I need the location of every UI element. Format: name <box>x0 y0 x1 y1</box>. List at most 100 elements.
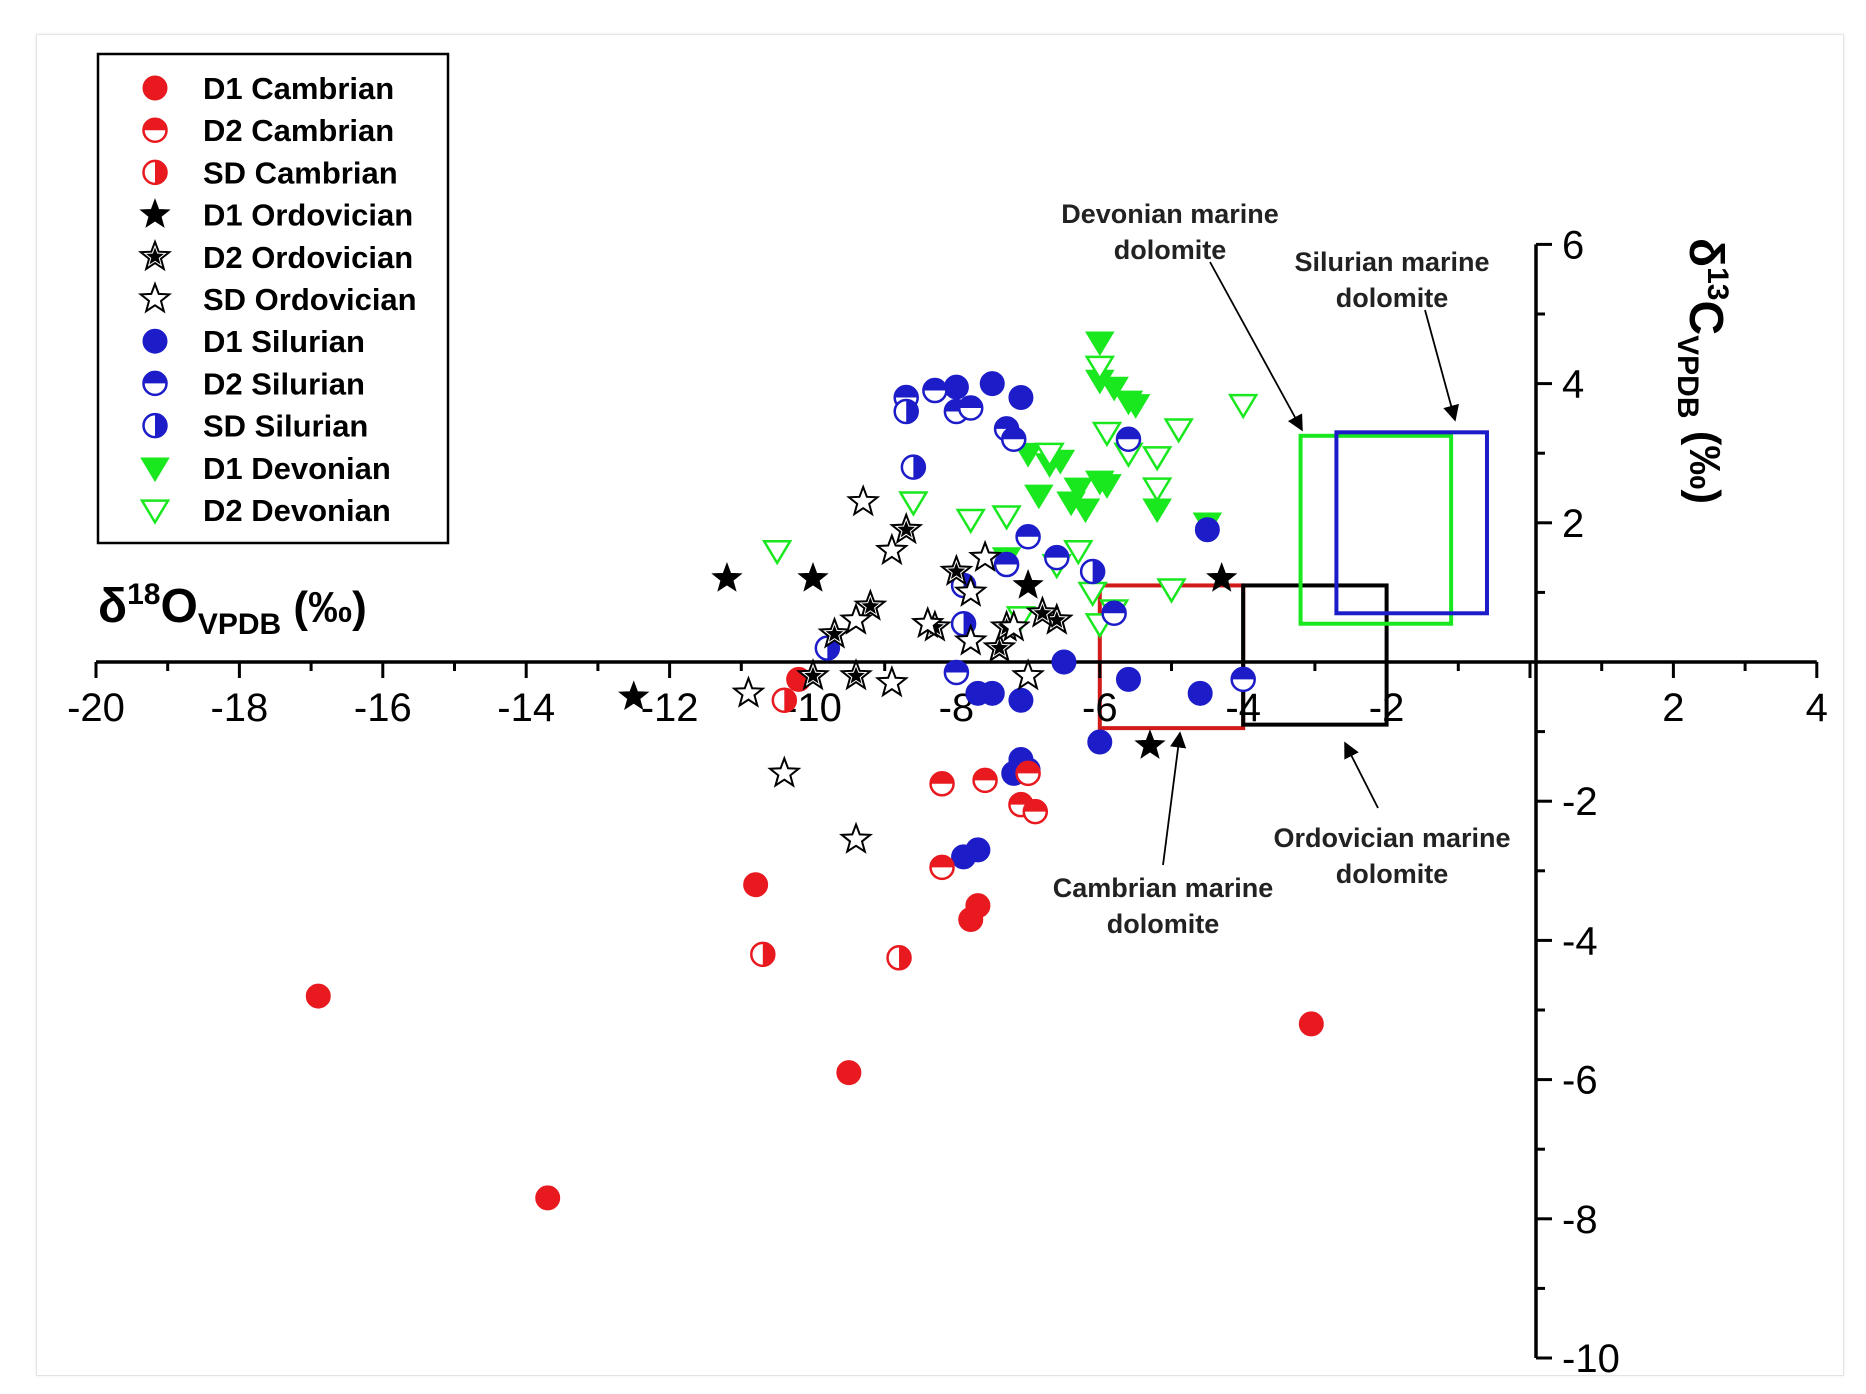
data-point <box>1206 562 1238 592</box>
x-tick-label: -14 <box>497 686 555 730</box>
annotation-text: Cambrian marine <box>1053 873 1274 903</box>
data-point <box>1079 558 1106 585</box>
annotation-text: Silurian marine <box>1294 247 1489 277</box>
legend-item: SD Silurian <box>142 409 368 444</box>
data-point <box>893 398 919 425</box>
annotation-text: dolomite <box>1336 283 1449 313</box>
series-d1-silurian <box>943 371 1220 870</box>
legend-item: SD Ordovician <box>138 281 417 317</box>
data-point <box>711 562 743 592</box>
data-point <box>1025 595 1060 628</box>
legend-marker <box>139 198 171 228</box>
data-point <box>1134 729 1166 759</box>
region-silurian-marine-dolomite <box>1334 430 1489 616</box>
data-point <box>955 508 986 535</box>
legend-marker <box>140 457 170 483</box>
x-tick-label: -2 <box>1369 686 1405 730</box>
data-point <box>1024 484 1054 510</box>
data-point <box>1115 426 1142 453</box>
data-point <box>1015 523 1041 550</box>
data-point <box>846 484 881 517</box>
legend-label: D2 Cambrian <box>203 113 394 148</box>
legend-marker <box>142 159 168 186</box>
region-annotations: Devonian marine dolomite Silurian marine do… <box>1053 199 1511 939</box>
annotation-arrow <box>1424 309 1459 422</box>
legend: D1 Cambrian D2 Cambrian SD Cambrian D1 Ordo… <box>96 52 450 545</box>
data-point <box>957 395 984 421</box>
data-point <box>1156 578 1187 604</box>
legend-label: SD Silurian <box>203 409 368 444</box>
series-d2-cambrian <box>929 760 1049 881</box>
data-point <box>996 609 1031 642</box>
annotation-arrow <box>1209 261 1303 432</box>
series-sd-ordovician <box>731 484 1046 854</box>
x-tick-label: -16 <box>354 686 412 730</box>
series-d2-devonian <box>761 355 1259 639</box>
y-tick-label: -10 <box>1562 1337 1620 1381</box>
data-point <box>953 623 988 656</box>
data-point <box>943 374 969 400</box>
annotation-cambrian: Cambrian marine dolomite <box>1053 731 1274 939</box>
data-point <box>767 755 802 788</box>
data-point <box>853 588 888 621</box>
data-point <box>1141 477 1173 503</box>
data-point <box>1141 446 1173 472</box>
data-point <box>1163 418 1194 444</box>
annotation-devonian: Devonian marine dolomite <box>1061 199 1303 432</box>
data-point <box>982 630 1017 663</box>
series-sd-cambrian <box>750 687 912 971</box>
legend-item: D2 Ordovician <box>138 238 413 275</box>
annotation-silurian: Silurian marine dolomite <box>1294 247 1490 422</box>
data-point <box>750 941 776 968</box>
annotation-text: Devonian marine <box>1061 199 1279 229</box>
data-point <box>817 616 852 649</box>
data-point <box>1115 666 1141 692</box>
annotation-text: dolomite <box>1107 909 1220 939</box>
annotation-text: Ordovician marine <box>1273 823 1510 853</box>
data-point <box>898 491 929 517</box>
y-tick-label: 4 <box>1562 363 1584 407</box>
data-point <box>910 605 945 639</box>
legend-item: D1 Silurian <box>142 324 365 359</box>
data-point <box>943 659 970 686</box>
data-point <box>979 371 1005 397</box>
legend-item: D1 Devonian <box>140 451 391 486</box>
data-point <box>965 680 991 706</box>
data-point <box>535 1185 561 1211</box>
data-point <box>1063 477 1094 503</box>
annotation-arrow <box>1344 741 1379 809</box>
y-tick-label: 2 <box>1562 502 1584 546</box>
annotation-text: dolomite <box>1114 235 1227 265</box>
legend-label: D1 Silurian <box>203 324 365 359</box>
legend-label: D2 Devonian <box>203 493 391 528</box>
data-point <box>1051 649 1077 675</box>
legend-marker <box>138 281 172 314</box>
y-tick-label: -4 <box>1562 919 1598 963</box>
data-point <box>953 574 988 607</box>
annotation-arrow <box>1162 731 1187 866</box>
legend-marker <box>142 75 168 101</box>
data-point <box>839 602 874 635</box>
data-point <box>1012 569 1044 599</box>
data-point <box>1001 426 1027 453</box>
x-tick-label: 2 <box>1662 686 1684 730</box>
data-point <box>1194 517 1220 543</box>
legend-item: D2 Cambrian <box>142 113 394 148</box>
data-point <box>958 907 984 933</box>
data-point <box>796 658 830 691</box>
data-point <box>1101 600 1127 627</box>
data-point <box>1022 798 1049 825</box>
x-axis-title: δ18OVPDB (‰) <box>98 578 367 641</box>
y-tick-label: 6 <box>1562 223 1584 267</box>
data-point <box>1085 331 1115 357</box>
x-tick-label: 4 <box>1806 686 1828 730</box>
data-point <box>1187 680 1213 706</box>
data-point <box>1298 1011 1324 1037</box>
legend-label: D1 Cambrian <box>203 71 394 106</box>
data-point <box>965 837 991 863</box>
y-tick-label: -8 <box>1562 1198 1598 1242</box>
data-point <box>900 454 927 480</box>
data-point <box>889 511 924 545</box>
data-point <box>1008 385 1034 411</box>
legend-marker <box>142 328 168 354</box>
